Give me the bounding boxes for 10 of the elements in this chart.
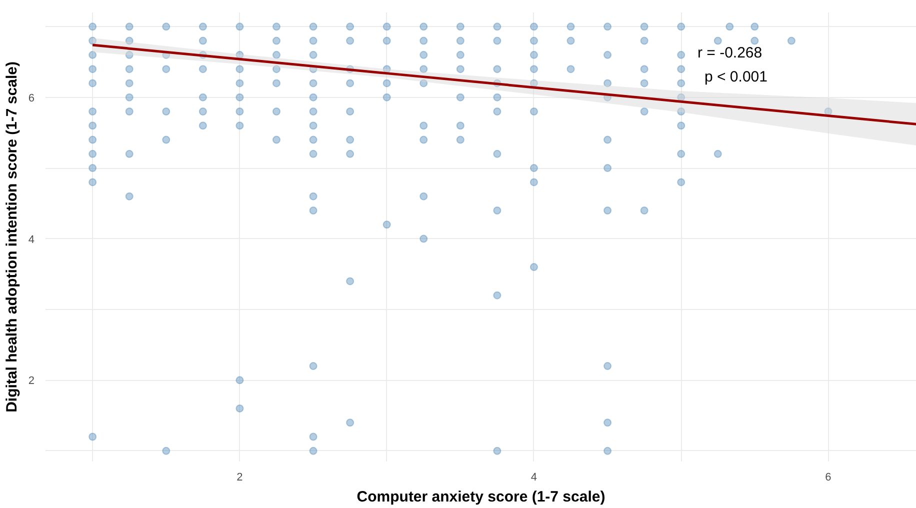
x-tick-label: 4 (530, 472, 538, 484)
annotation: p < 0.001 (704, 68, 768, 86)
y-tick-label: 4 (28, 234, 35, 246)
y-tick-label: 2 (28, 375, 35, 388)
x-tick-label: 2 (236, 472, 243, 484)
annotation: r = -0.268 (698, 44, 762, 62)
y-tick-label: 6 (28, 92, 35, 104)
x-axis-title: Computer anxiety score (1-7 scale) (356, 488, 606, 506)
x-tick-label: 6 (825, 472, 832, 484)
y-axis-title: Digital health adoption intention score (1-7 scale) (3, 62, 20, 412)
